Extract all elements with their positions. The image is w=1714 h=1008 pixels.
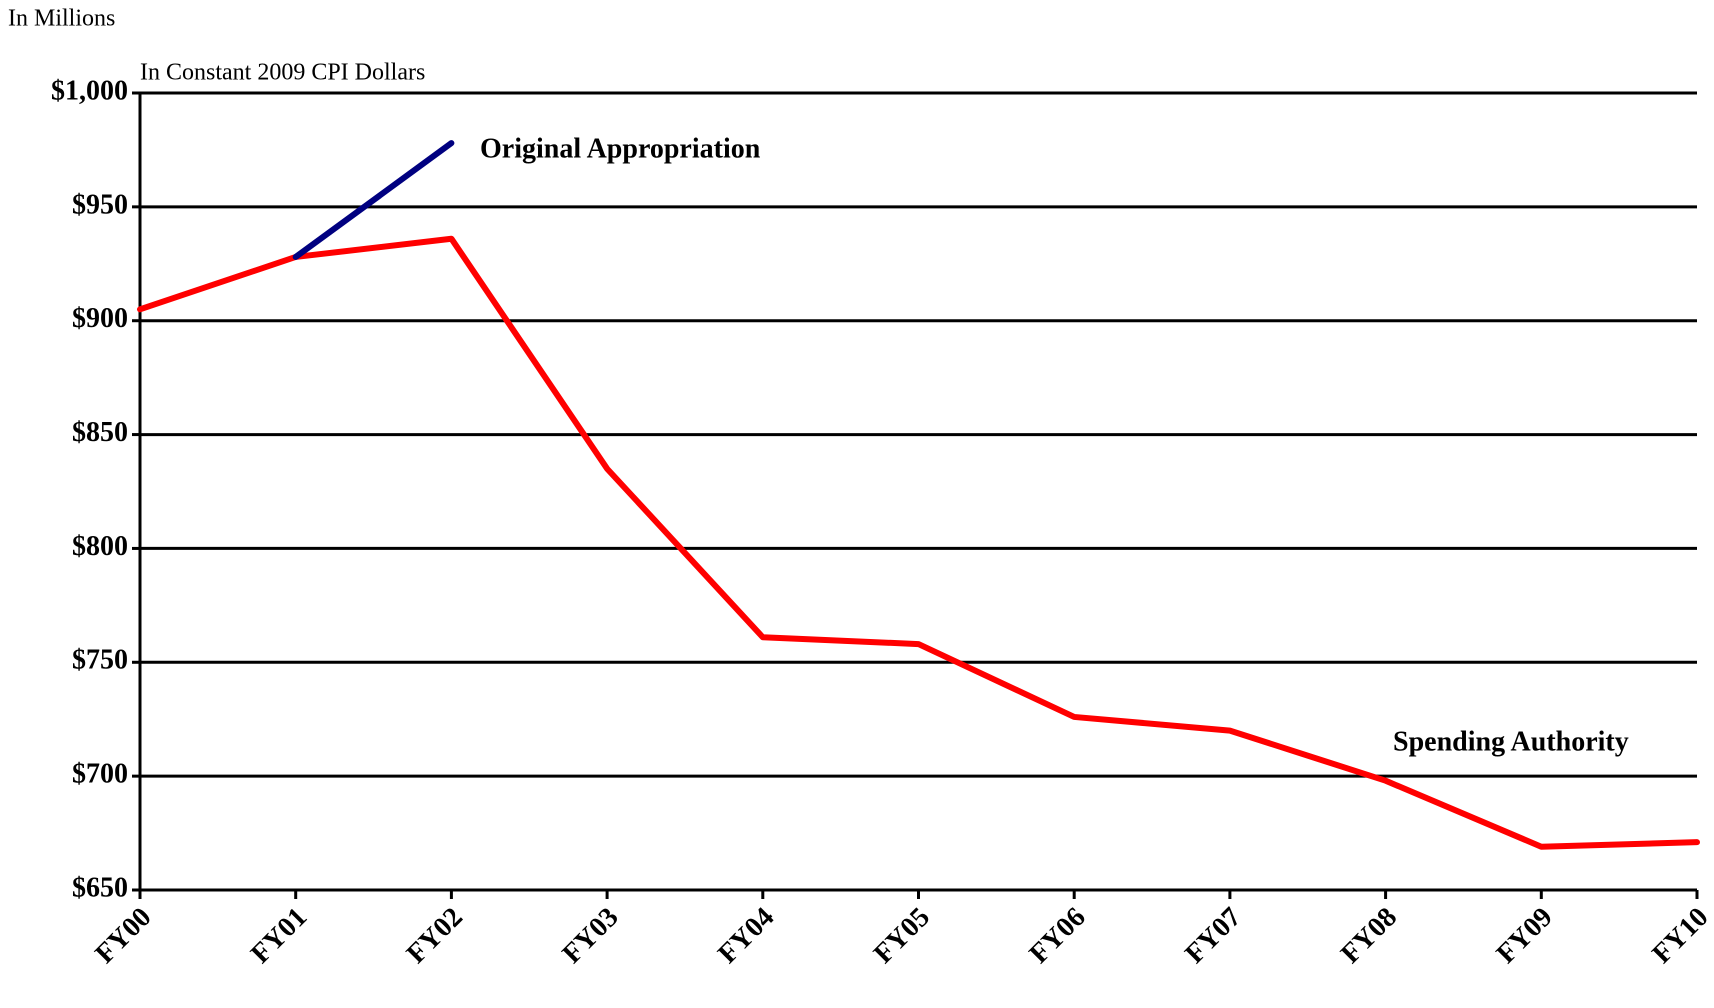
series-annotation: Original Appropriation xyxy=(480,133,761,164)
y-tick-label: $700 xyxy=(72,759,128,790)
x-tick-label: FY01 xyxy=(245,902,313,970)
y-tick-label: $950 xyxy=(72,189,128,220)
y-tick-label: $850 xyxy=(72,417,128,448)
x-tick-label: FY07 xyxy=(1179,902,1247,970)
x-tick-label: FY00 xyxy=(89,902,157,970)
x-tick-label: FY08 xyxy=(1335,902,1403,970)
x-tick-label: FY02 xyxy=(401,902,469,970)
x-tick-label: FY05 xyxy=(868,902,936,970)
series-line xyxy=(292,140,455,260)
series-line xyxy=(137,235,1700,850)
series-annotation: Spending Authority xyxy=(1393,726,1629,757)
x-tick-label: FY03 xyxy=(556,902,624,970)
x-tick-label: FY04 xyxy=(712,902,780,970)
chart-title: In Millions xyxy=(8,6,115,32)
y-tick-label: $900 xyxy=(72,303,128,334)
x-tick-label: FY09 xyxy=(1491,902,1559,970)
y-tick-label: $800 xyxy=(72,531,128,562)
y-tick-label: $1,000 xyxy=(51,75,128,106)
y-tick-label: $650 xyxy=(72,872,128,903)
x-tick-label: FY06 xyxy=(1024,902,1092,970)
chart-subtitle: In Constant 2009 CPI Dollars xyxy=(140,60,425,86)
x-tick-label: FY10 xyxy=(1646,902,1714,970)
y-tick-label: $750 xyxy=(72,645,128,676)
